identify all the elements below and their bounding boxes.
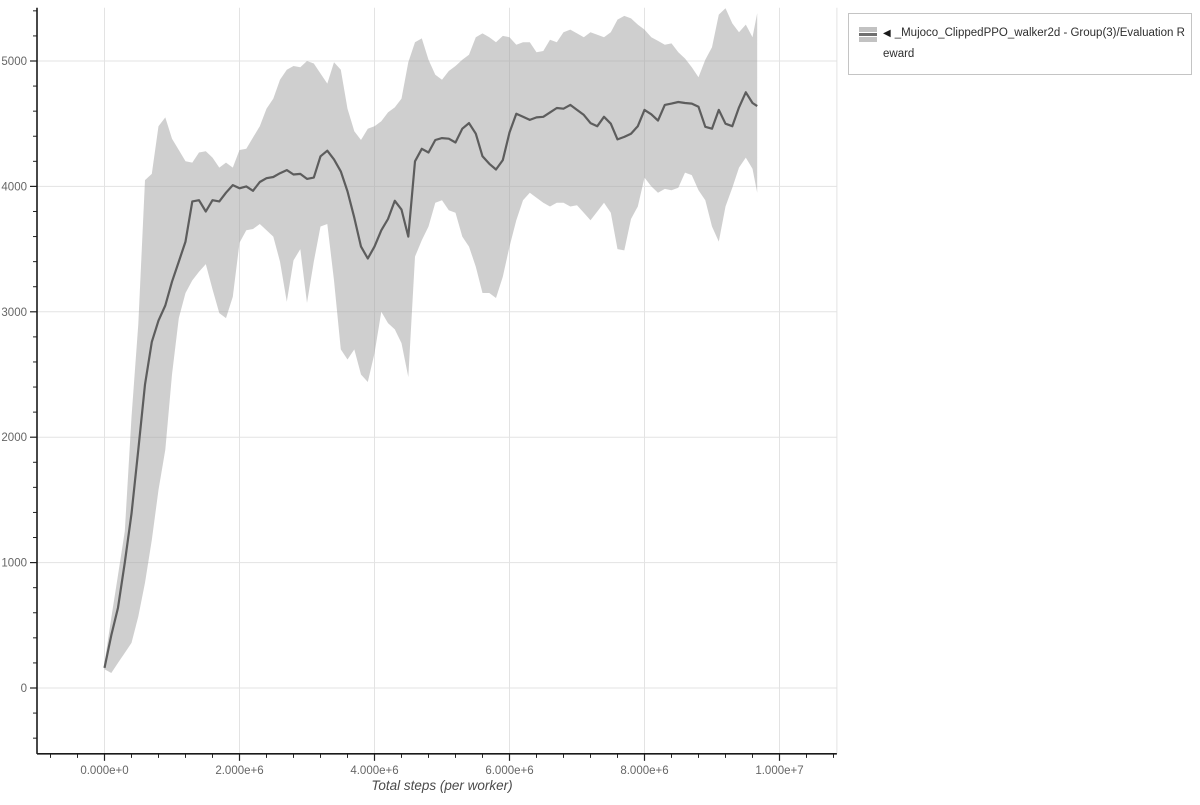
y-tick-label: 2000 <box>1 432 27 444</box>
mean-line <box>103 91 758 669</box>
y-tick-label: 0 <box>21 683 27 695</box>
x-tick-label: 6.000e+6 <box>485 765 533 777</box>
y-tick-label: 5000 <box>1 56 27 68</box>
x-tick-label: 0.000e+0 <box>80 765 128 777</box>
series-marker-icon: ◀ <box>883 28 891 39</box>
legend-item[interactable]: ◀ _Mujoco_ClippedPPO_walker2d - Group(3)/… <box>883 23 1185 66</box>
legend-line-swatch-icon <box>859 32 877 37</box>
y-tick-label: 4000 <box>1 181 27 193</box>
band-area <box>104 8 758 674</box>
x-tick-label: 1.000e+7 <box>755 765 803 777</box>
legend-box: ◀ _Mujoco_ClippedPPO_walker2d - Group(3)/… <box>848 13 1192 75</box>
legend-band-swatch-icon <box>859 27 877 42</box>
y-tick-label: 1000 <box>1 558 27 570</box>
x-tick-label: 2.000e+6 <box>215 765 263 777</box>
legend-item-label: _Mujoco_ClippedPPO_walker2d - Group(3)/E… <box>883 27 1185 61</box>
x-tick-label: 8.000e+6 <box>620 765 668 777</box>
x-tick-label: 4.000e+6 <box>350 765 398 777</box>
x-axis-title: Total steps (per worker) <box>371 778 512 793</box>
y-tick-label: 3000 <box>1 307 27 319</box>
